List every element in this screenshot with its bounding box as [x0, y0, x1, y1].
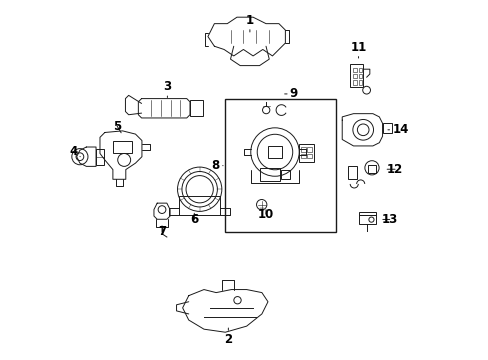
- Bar: [281, 170, 289, 180]
- Text: 6: 6: [190, 213, 198, 226]
- Bar: [113, 140, 132, 153]
- Text: 14: 14: [387, 123, 408, 136]
- Bar: [300, 147, 305, 152]
- Bar: [267, 145, 282, 158]
- Bar: [306, 154, 311, 158]
- Text: 4: 4: [69, 145, 80, 158]
- Bar: [352, 68, 356, 72]
- Bar: [347, 166, 357, 179]
- Bar: [352, 74, 356, 78]
- Text: 1: 1: [245, 14, 253, 32]
- Bar: [96, 149, 104, 165]
- Bar: [179, 196, 220, 215]
- Text: 10: 10: [257, 208, 274, 221]
- Bar: [224, 99, 335, 232]
- Bar: [190, 100, 203, 116]
- Bar: [382, 123, 391, 133]
- Bar: [352, 81, 356, 85]
- Bar: [350, 64, 363, 87]
- Bar: [306, 147, 311, 152]
- Text: 3: 3: [163, 80, 171, 98]
- Bar: [358, 81, 362, 85]
- Bar: [358, 68, 362, 72]
- Text: 9: 9: [284, 87, 298, 100]
- Bar: [358, 74, 362, 78]
- Text: 11: 11: [350, 41, 366, 58]
- Text: 12: 12: [386, 163, 403, 176]
- Bar: [358, 212, 376, 215]
- Bar: [300, 154, 305, 158]
- Text: 7: 7: [158, 225, 166, 238]
- Bar: [299, 144, 313, 162]
- Bar: [260, 168, 279, 181]
- Bar: [358, 215, 376, 225]
- Text: 2: 2: [224, 328, 232, 346]
- Text: 8: 8: [211, 159, 223, 172]
- Text: 13: 13: [381, 213, 397, 226]
- Bar: [367, 165, 375, 173]
- Text: 5: 5: [113, 120, 121, 133]
